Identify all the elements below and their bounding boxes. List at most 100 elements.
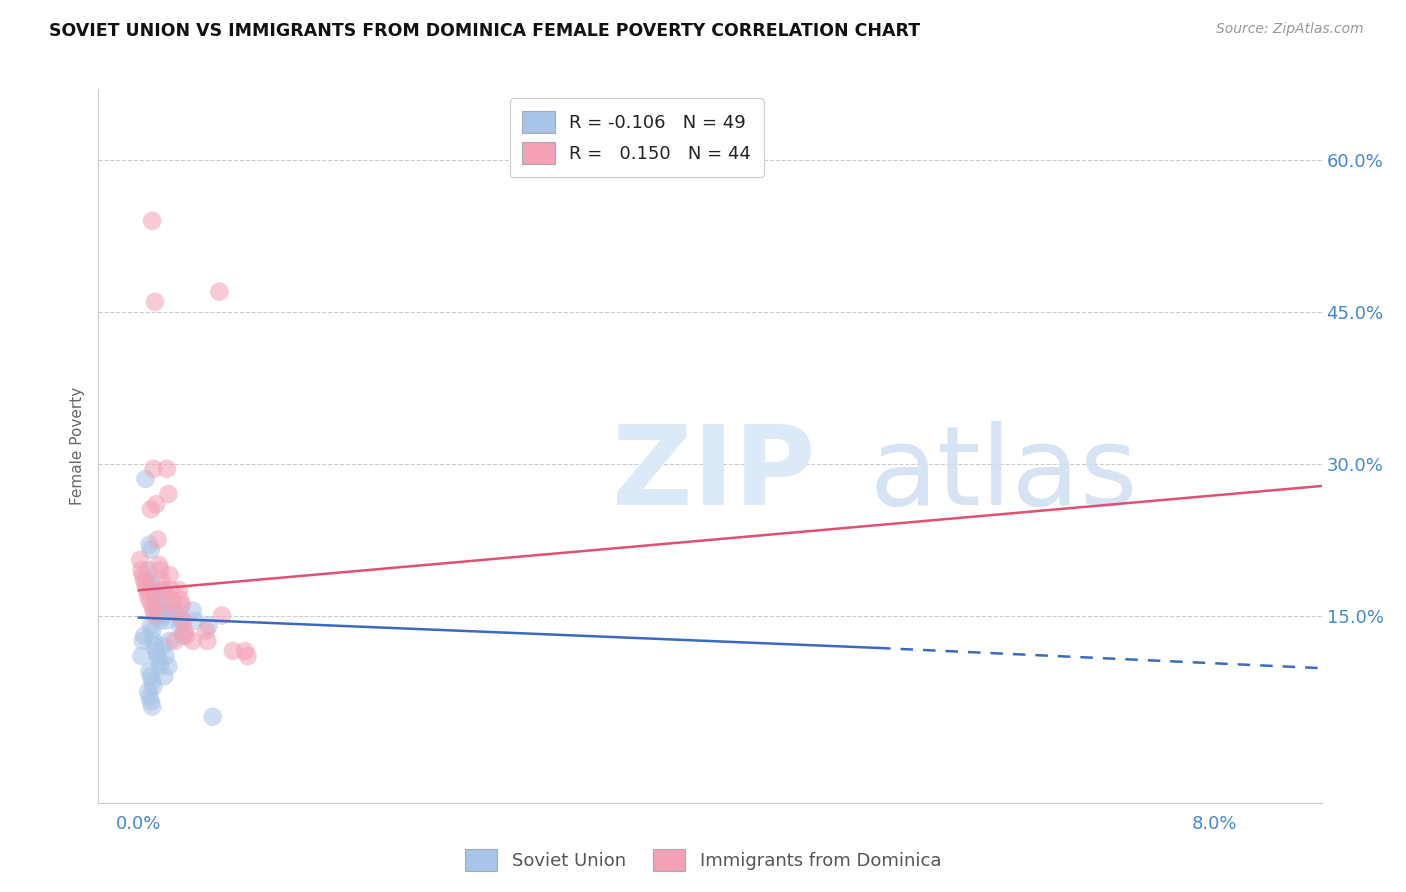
- Point: [172, 614, 194, 628]
- Text: atlas: atlas: [869, 421, 1137, 528]
- Point: [142, 680, 165, 694]
- Point: [156, 614, 179, 628]
- Point: [139, 669, 162, 683]
- Point: [201, 710, 224, 724]
- Point: [138, 690, 160, 704]
- Point: [159, 568, 181, 582]
- Point: [138, 593, 160, 607]
- Point: [157, 487, 180, 501]
- Point: [139, 618, 162, 632]
- Point: [132, 568, 155, 582]
- Point: [141, 624, 163, 638]
- Point: [167, 603, 190, 617]
- Point: [197, 618, 219, 632]
- Y-axis label: Female Poverty: Female Poverty: [70, 387, 86, 505]
- Point: [135, 583, 157, 598]
- Point: [152, 639, 174, 653]
- Point: [134, 578, 156, 592]
- Point: [148, 558, 170, 572]
- Point: [152, 583, 174, 598]
- Point: [149, 614, 172, 628]
- Point: [134, 629, 156, 643]
- Point: [146, 603, 169, 617]
- Point: [148, 608, 170, 623]
- Point: [149, 563, 172, 577]
- Legend: R = -0.106   N = 49, R =   0.150   N = 44: R = -0.106 N = 49, R = 0.150 N = 44: [509, 98, 763, 177]
- Point: [173, 624, 195, 638]
- Point: [157, 603, 180, 617]
- Point: [170, 614, 193, 628]
- Point: [194, 624, 217, 638]
- Point: [170, 599, 193, 613]
- Point: [155, 648, 177, 663]
- Text: ZIP: ZIP: [612, 421, 815, 528]
- Point: [146, 533, 169, 547]
- Point: [153, 608, 176, 623]
- Point: [236, 648, 259, 663]
- Point: [142, 583, 165, 598]
- Point: [150, 573, 173, 587]
- Point: [141, 699, 163, 714]
- Point: [162, 593, 184, 607]
- Text: SOVIET UNION VS IMMIGRANTS FROM DOMINICA FEMALE POVERTY CORRELATION CHART: SOVIET UNION VS IMMIGRANTS FROM DOMINICA…: [49, 22, 921, 40]
- Point: [142, 633, 165, 648]
- Point: [195, 633, 218, 648]
- Point: [141, 214, 163, 228]
- Point: [152, 583, 174, 598]
- Point: [143, 608, 166, 623]
- Point: [157, 659, 180, 673]
- Point: [132, 633, 155, 648]
- Point: [184, 614, 207, 628]
- Point: [142, 462, 165, 476]
- Point: [163, 603, 186, 617]
- Point: [149, 659, 172, 673]
- Point: [169, 618, 191, 632]
- Point: [143, 294, 166, 309]
- Point: [139, 502, 162, 516]
- Point: [136, 588, 159, 602]
- Point: [141, 674, 163, 689]
- Point: [155, 599, 177, 613]
- Point: [148, 654, 170, 668]
- Point: [208, 285, 231, 299]
- Point: [146, 648, 169, 663]
- Point: [163, 633, 186, 648]
- Point: [136, 684, 159, 698]
- Point: [134, 573, 156, 587]
- Point: [136, 563, 159, 577]
- Point: [129, 553, 152, 567]
- Point: [143, 588, 166, 602]
- Point: [172, 629, 194, 643]
- Point: [138, 664, 160, 678]
- Point: [131, 563, 153, 577]
- Legend: Soviet Union, Immigrants from Dominica: Soviet Union, Immigrants from Dominica: [457, 842, 949, 879]
- Point: [181, 633, 204, 648]
- Point: [145, 599, 167, 613]
- Point: [222, 644, 245, 658]
- Point: [135, 573, 157, 587]
- Point: [131, 648, 153, 663]
- Point: [145, 644, 167, 658]
- Point: [145, 497, 167, 511]
- Point: [139, 695, 162, 709]
- Point: [141, 578, 163, 592]
- Point: [153, 669, 176, 683]
- Point: [174, 629, 197, 643]
- Point: [159, 633, 181, 648]
- Point: [211, 608, 233, 623]
- Point: [169, 593, 191, 607]
- Point: [141, 599, 163, 613]
- Text: 0.0%: 0.0%: [117, 815, 162, 833]
- Text: Source: ZipAtlas.com: Source: ZipAtlas.com: [1216, 22, 1364, 37]
- Point: [160, 583, 183, 598]
- Point: [156, 462, 179, 476]
- Point: [167, 583, 190, 598]
- Point: [139, 542, 162, 557]
- Point: [233, 644, 256, 658]
- Point: [138, 538, 160, 552]
- Point: [181, 603, 204, 617]
- Point: [134, 472, 156, 486]
- Point: [153, 593, 176, 607]
- Text: 8.0%: 8.0%: [1191, 815, 1237, 833]
- Point: [143, 639, 166, 653]
